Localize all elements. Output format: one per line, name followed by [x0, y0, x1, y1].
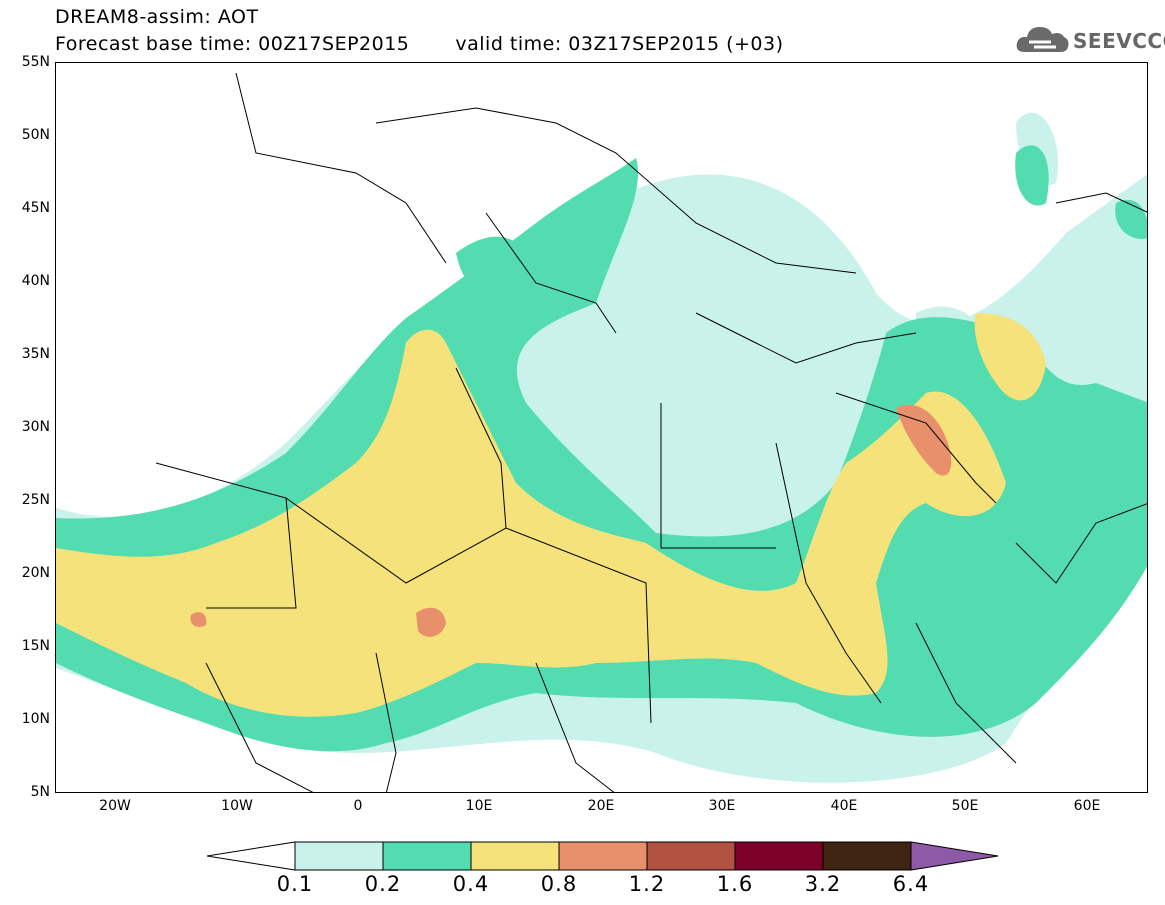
lon-label: 10W [221, 798, 253, 814]
colorbar-label: 6.4 [892, 872, 930, 896]
aot-band-0.4 [56, 313, 1046, 717]
colorbar-label: 0.2 [364, 872, 402, 896]
lon-label: 60E [1073, 798, 1101, 814]
valid-time-label: valid time: 03Z17SEP2015 (+03) [455, 33, 784, 55]
lon-label: 30E [708, 798, 736, 814]
map-subtitle: Forecast base time: 00Z17SEP2015 valid ti… [55, 33, 784, 55]
colorbar-label: 0.1 [276, 872, 314, 896]
colorbar-high-arrow [910, 841, 999, 871]
lat-label: 30N [21, 419, 50, 435]
colorbar-label: 1.2 [628, 872, 666, 896]
cloud-icon [1016, 27, 1069, 52]
colorbar-swatch [382, 841, 472, 871]
colorbar-swatch [822, 841, 912, 871]
colorbar-label: 3.2 [804, 872, 842, 896]
aot-map [56, 72, 1147, 792]
lat-label: 20N [21, 565, 50, 581]
colorbar-swatch [734, 841, 824, 871]
base-time-label: Forecast base time: 00Z17SEP2015 [55, 33, 410, 55]
colorbar-label: 0.4 [452, 872, 490, 896]
colorbar-swatch [470, 841, 560, 871]
lat-label: 15N [21, 638, 50, 654]
map-panel [55, 62, 1148, 793]
logo-text: SEEVCCC [1073, 29, 1165, 53]
lat-label: 50N [21, 127, 50, 143]
lat-label: 45N [21, 200, 50, 216]
lat-label: 10N [21, 711, 50, 727]
lon-label: 20E [587, 798, 615, 814]
colorbar-swatch [558, 841, 648, 871]
lon-label: 50E [951, 798, 979, 814]
lon-label: 10E [465, 798, 493, 814]
colorbar-swatch [294, 841, 384, 871]
map-title: DREAM8-assim: AOT [55, 6, 259, 28]
seevccc-logo: SEEVCCC [1015, 20, 1165, 60]
lat-label: 35N [21, 346, 50, 362]
colorbar-low-arrow [207, 841, 296, 871]
lon-label: 20W [99, 798, 131, 814]
lat-label: 25N [21, 492, 50, 508]
colorbar-label: 1.6 [716, 872, 754, 896]
lat-label: 55N [21, 54, 50, 70]
colorbar [207, 841, 999, 871]
lon-label: 40E [830, 798, 858, 814]
colorbar-label: 0.8 [540, 872, 578, 896]
colorbar-swatch [646, 841, 736, 871]
lon-label: 0 [353, 798, 363, 814]
lat-label: 5N [30, 784, 50, 800]
country-borders [155, 72, 1147, 792]
lat-label: 40N [21, 273, 50, 289]
aot-band-0.8 [190, 404, 952, 637]
